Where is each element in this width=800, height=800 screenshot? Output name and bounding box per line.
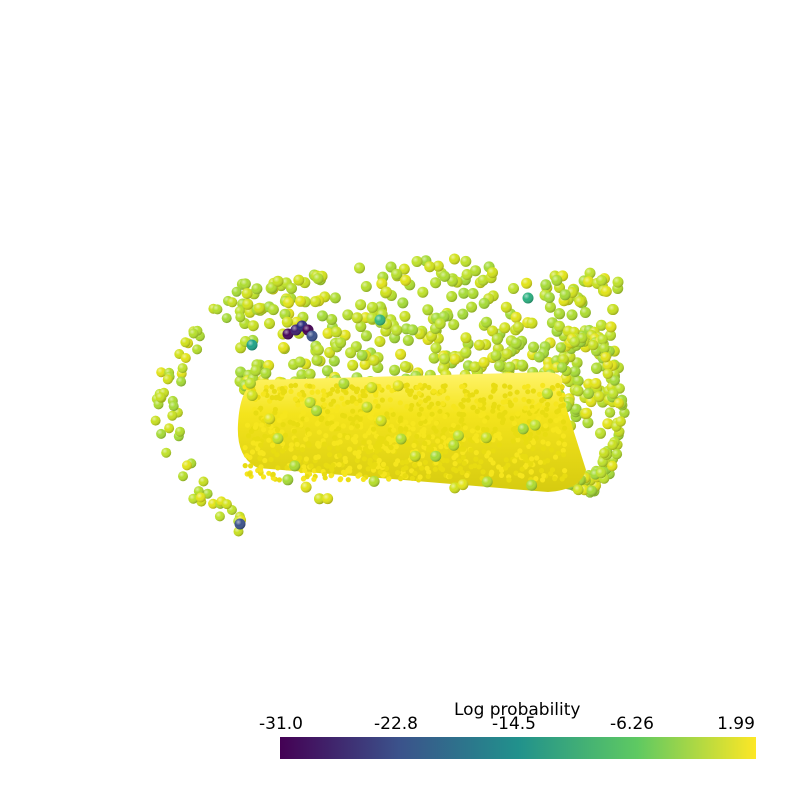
point-cloud-front (150, 286, 553, 537)
dense-cylinder (237, 372, 587, 492)
